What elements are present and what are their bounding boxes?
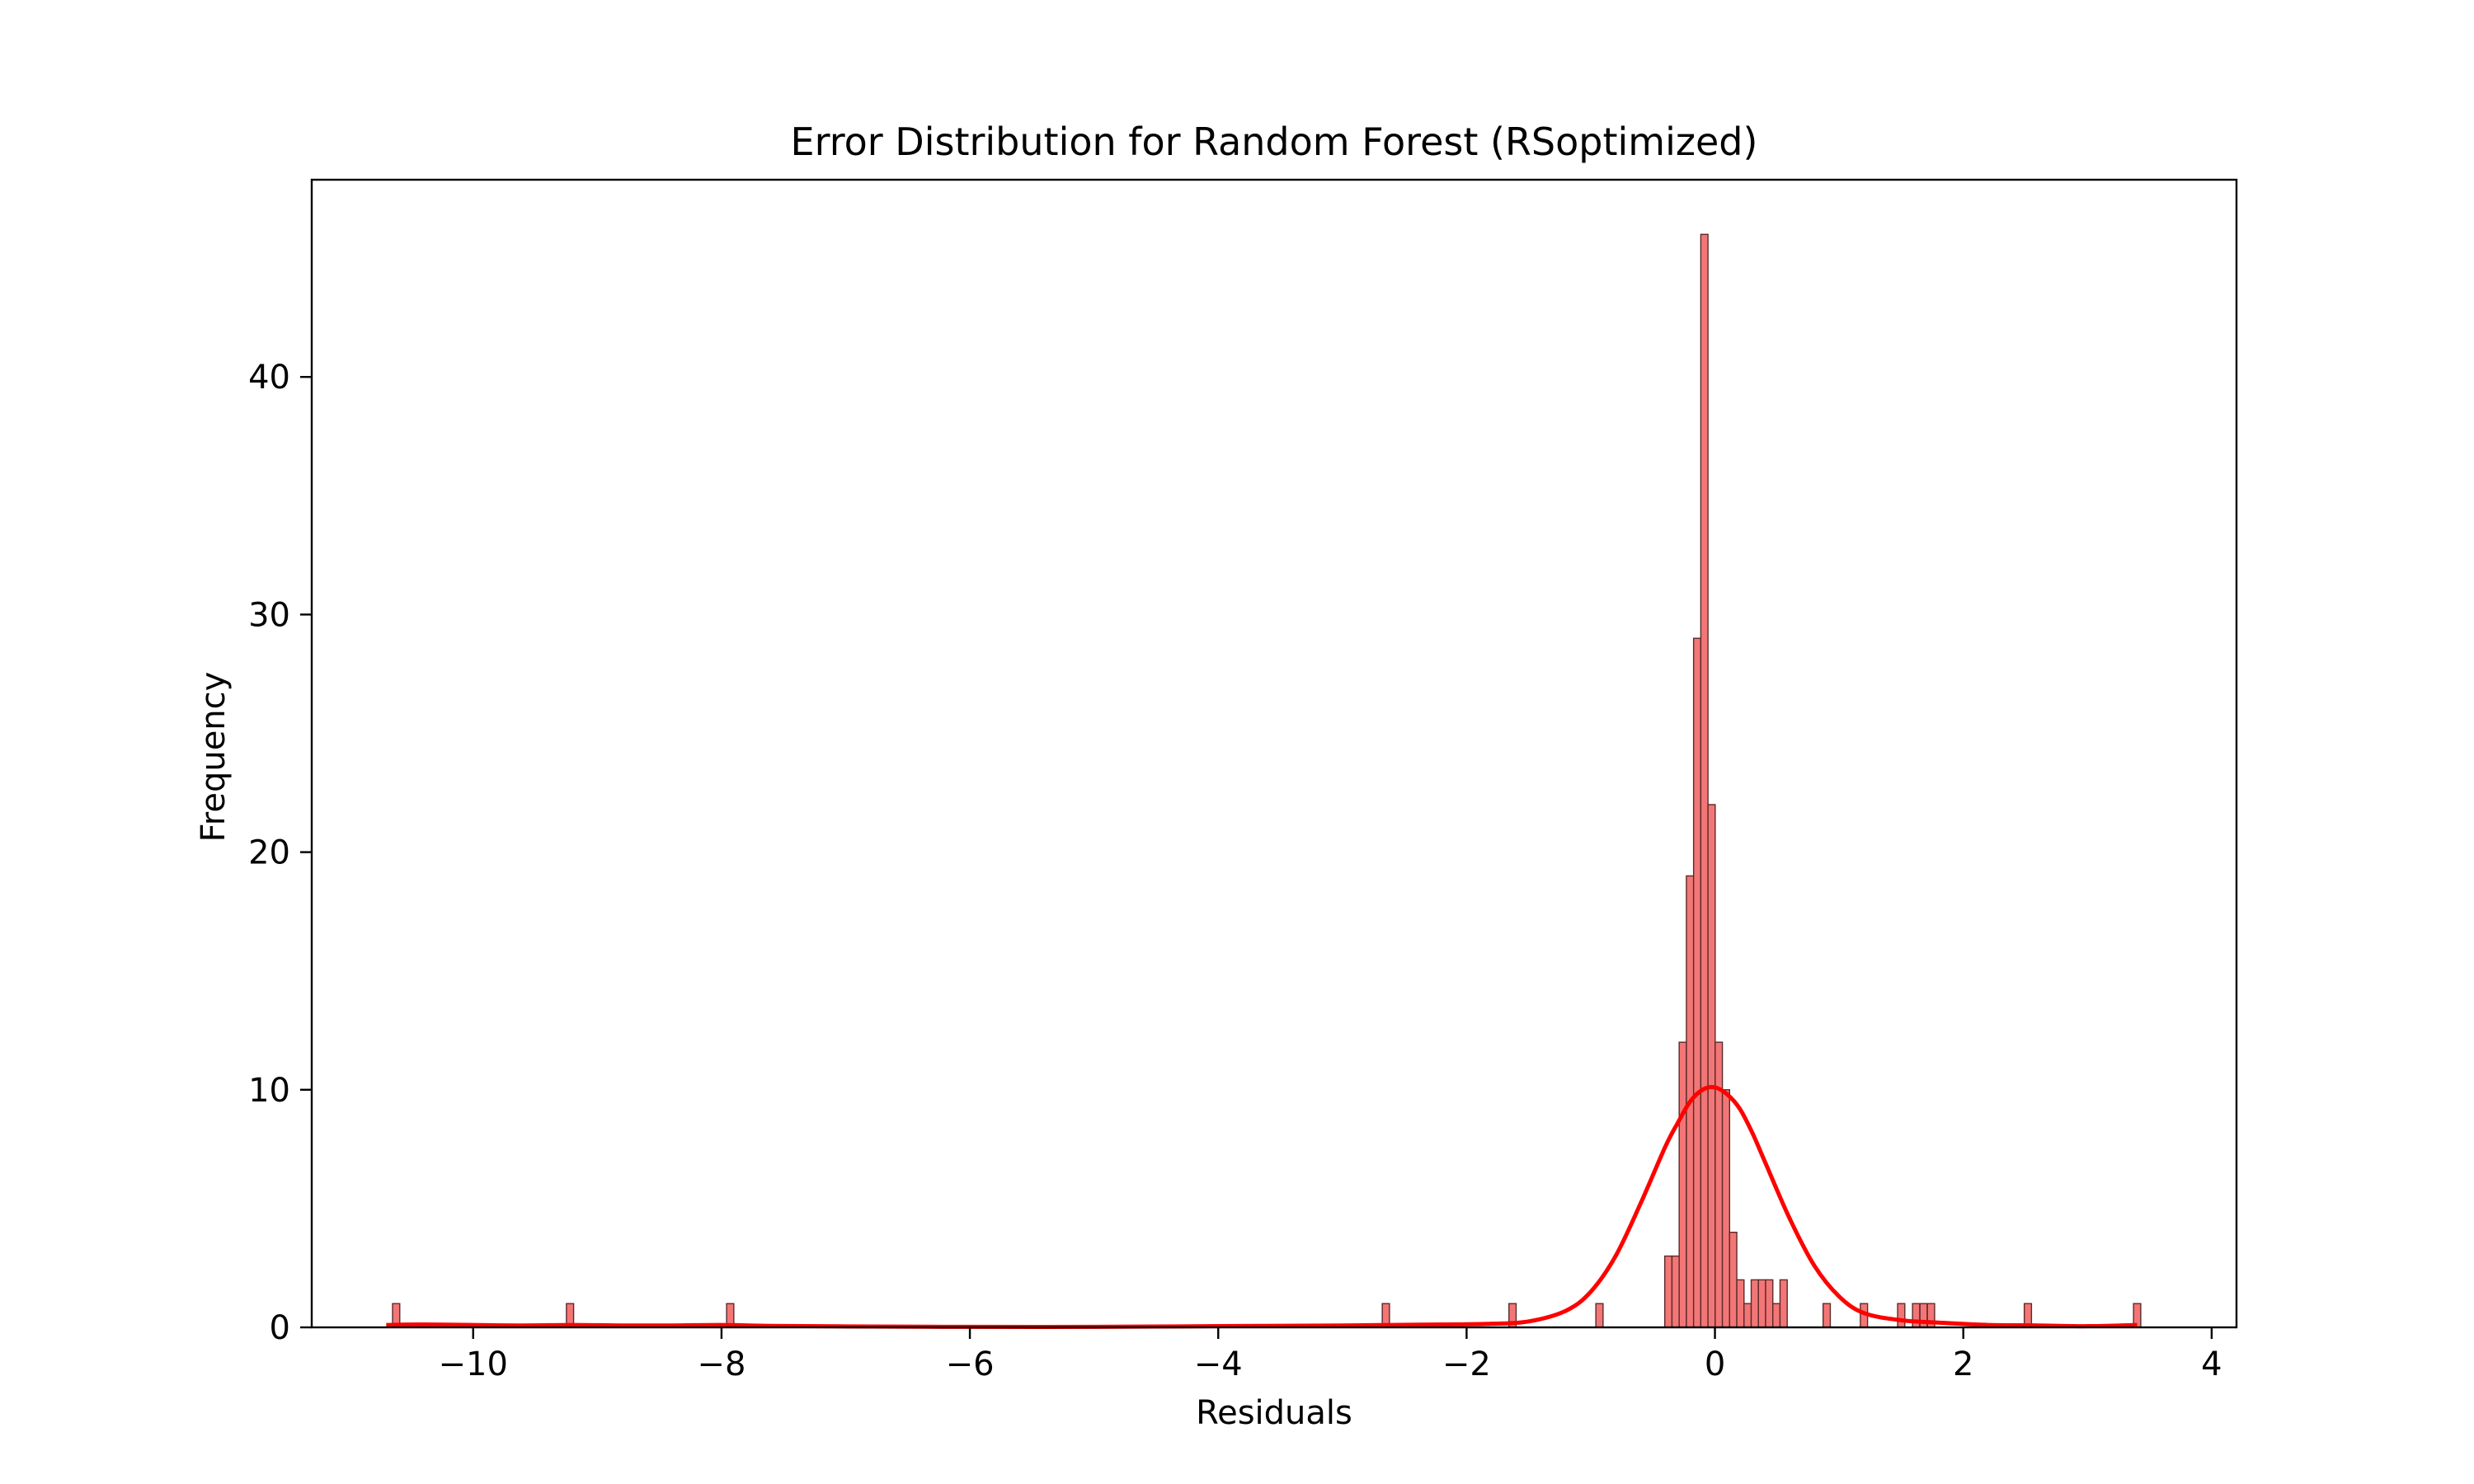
histogram-bar — [1750, 1279, 1759, 1328]
x-tick-label: 4 — [2201, 1345, 2222, 1383]
x-tick-label: −4 — [1194, 1345, 1243, 1383]
histogram-bar — [1743, 1303, 1752, 1328]
x-tick-label: −6 — [946, 1345, 995, 1383]
x-tick-label: 2 — [1953, 1345, 1973, 1383]
histogram-bar — [1714, 1041, 1724, 1328]
histogram-bar — [1765, 1279, 1774, 1328]
x-tick-label: −8 — [697, 1345, 745, 1383]
histogram-bar — [1823, 1303, 1832, 1328]
x-axis-ticks: −10 −8 −6 −4 −2 0 2 4 — [439, 1327, 2222, 1383]
x-axis-label: Residuals — [1196, 1394, 1352, 1432]
histogram-bar — [1678, 1041, 1687, 1328]
y-axis-ticks: 0 10 20 30 40 — [248, 359, 312, 1347]
histogram-bar — [1912, 1303, 1921, 1328]
histogram-bar — [1729, 1232, 1738, 1328]
x-tick-label: 0 — [1705, 1345, 1725, 1383]
kde-curve — [386, 1085, 2138, 1330]
y-tick-label: 20 — [248, 834, 290, 872]
y-tick-label: 40 — [248, 359, 290, 397]
y-tick-label: 30 — [248, 596, 290, 634]
histogram-bar — [1700, 233, 1709, 1328]
y-tick-label: 10 — [248, 1072, 290, 1110]
bars-layer — [392, 233, 2142, 1328]
histogram-bar — [1772, 1303, 1781, 1328]
y-axis-label: Frequency — [195, 672, 233, 843]
histogram-bar — [1671, 1255, 1680, 1328]
y-tick-label: 0 — [270, 1309, 290, 1347]
x-tick-label: −2 — [1442, 1345, 1491, 1383]
x-tick-label: −10 — [439, 1345, 508, 1383]
chart-title: Error Distribution for Random Forest (RS… — [791, 120, 1758, 164]
histogram-bar — [1664, 1255, 1673, 1328]
histogram-bar — [1707, 804, 1716, 1328]
histogram-bar — [1595, 1303, 1604, 1328]
histogram-bar — [1897, 1303, 1906, 1328]
plot-frame — [310, 178, 2238, 1329]
histogram-bar — [1721, 1089, 1731, 1328]
histogram-bar — [1692, 637, 1702, 1328]
histogram-bar — [1736, 1279, 1745, 1328]
histogram-bar — [1779, 1279, 1788, 1328]
histogram-bar — [1757, 1279, 1766, 1328]
